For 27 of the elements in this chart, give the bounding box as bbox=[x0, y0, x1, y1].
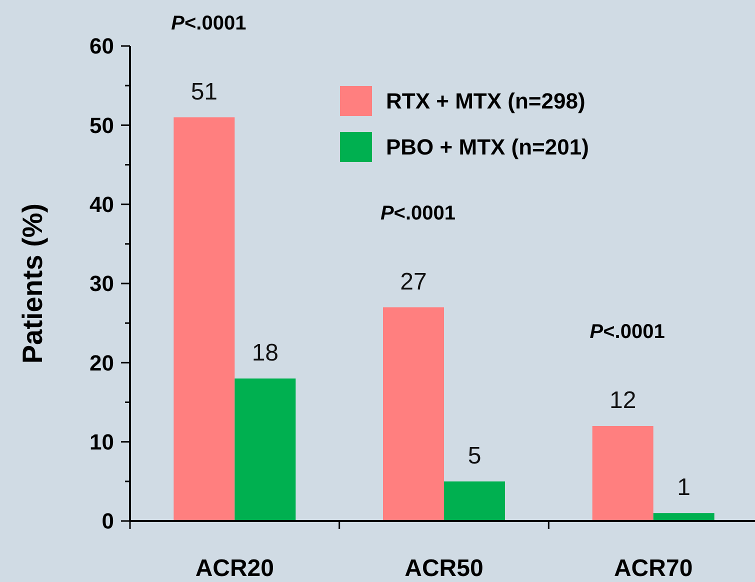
x-tick-label: ACR70 bbox=[614, 555, 693, 582]
legend-label: RTX + MTX (n=298) bbox=[386, 88, 586, 114]
data-label: 51 bbox=[190, 78, 218, 106]
y-tick-label: 20 bbox=[90, 350, 114, 376]
annotation: P<.0001 bbox=[380, 202, 456, 224]
bar bbox=[592, 426, 654, 521]
bar bbox=[234, 378, 296, 521]
text: P<.0001 bbox=[171, 12, 246, 34]
annotation: P<.0001 bbox=[590, 321, 665, 343]
data-label: 5 bbox=[468, 442, 482, 470]
y-tick-label: 10 bbox=[90, 430, 114, 455]
data-label: 1 bbox=[677, 474, 691, 502]
bar bbox=[174, 117, 235, 521]
x-tick-label: ACR50 bbox=[404, 555, 484, 582]
y-tick-label: 40 bbox=[90, 192, 114, 218]
y-axis-title: Patients (%) bbox=[17, 203, 48, 364]
legend-label: PBO + MTX (n=201) bbox=[386, 134, 589, 160]
bar bbox=[383, 307, 444, 521]
data-label: 12 bbox=[609, 387, 636, 414]
bar bbox=[444, 481, 505, 521]
y-tick-label: 60 bbox=[90, 34, 114, 59]
data-label: 18 bbox=[252, 340, 279, 366]
y-tick-label: 50 bbox=[90, 112, 114, 138]
x-tick-label: ACR20 bbox=[195, 555, 274, 582]
data-label: 27 bbox=[400, 268, 427, 296]
y-tick-label: 30 bbox=[90, 271, 114, 296]
y-tick-label: 0 bbox=[102, 508, 114, 534]
